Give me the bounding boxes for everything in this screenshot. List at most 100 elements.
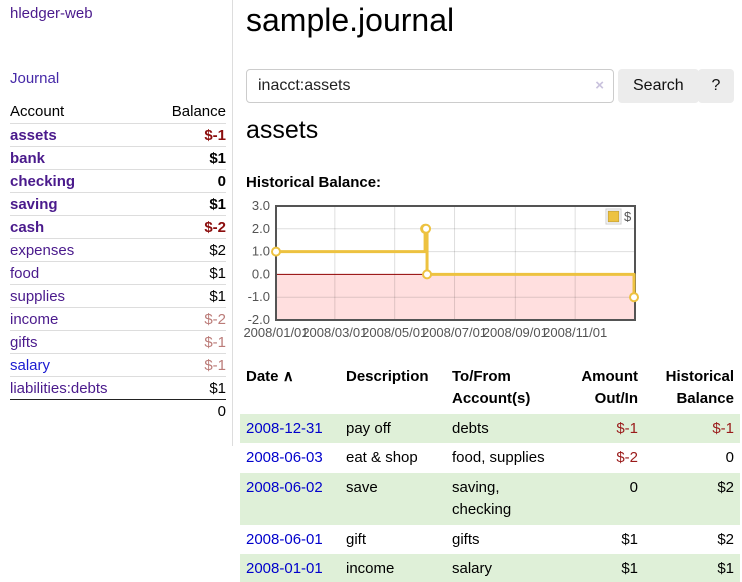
sidebar-item-journal[interactable]: Journal xyxy=(10,70,60,87)
account-link-saving[interactable]: saving xyxy=(10,196,58,213)
page-title: sample.journal xyxy=(246,2,455,38)
account-link-liabilities-debts[interactable]: liabilities:debts xyxy=(10,380,108,397)
svg-text:0.0: 0.0 xyxy=(252,266,270,281)
transaction-description: eat & shop xyxy=(346,449,418,467)
account-balance: $2 xyxy=(148,238,226,262)
register-col-balance: Historical Balance xyxy=(665,368,734,407)
sort-ascending-icon: ∧ xyxy=(282,368,294,385)
account-balance: $-2 xyxy=(148,307,226,331)
svg-text:2008/03/01: 2008/03/01 xyxy=(302,325,367,340)
transaction-description: gift xyxy=(346,530,367,548)
account-link-checking[interactable]: checking xyxy=(10,173,76,190)
transaction-accounts: salary xyxy=(452,560,493,578)
account-balance: $-2 xyxy=(148,215,226,239)
transaction-amount: $-2 xyxy=(616,449,638,467)
transaction-balance: $-1 xyxy=(712,419,734,437)
account-balance: $1 xyxy=(148,192,226,216)
account-row-bank: bank $1 xyxy=(10,146,226,170)
transaction-date-link[interactable]: 2008-12-31 xyxy=(246,419,323,437)
register-col-date[interactable]: Date ∧ xyxy=(240,362,340,414)
search-input[interactable] xyxy=(246,69,614,103)
transaction-balance: $2 xyxy=(717,479,734,496)
register-table: Date ∧ Description To/From Account(s) Am… xyxy=(240,362,740,582)
svg-text:2008/09/01: 2008/09/01 xyxy=(483,325,548,340)
transaction-amount: $1 xyxy=(621,530,638,548)
account-row-cash: cash $-2 xyxy=(10,215,226,239)
svg-text:1.0: 1.0 xyxy=(252,244,270,259)
register-col-description: Description xyxy=(346,368,429,385)
table-row: 2008-01-01 income salary $1 $1 xyxy=(240,554,740,582)
transaction-date-link[interactable]: 2008-06-03 xyxy=(246,449,323,467)
table-row: 2008-06-01 gift gifts $1 $2 xyxy=(240,525,740,555)
account-balance: $-1 xyxy=(148,353,226,377)
table-row: 2008-06-03 eat & shop food, supplies $-2… xyxy=(240,443,740,473)
brand-link[interactable]: hledger-web xyxy=(10,5,93,22)
transaction-balance: $2 xyxy=(717,530,734,548)
account-balance: 0 xyxy=(148,169,226,193)
transaction-balance: $1 xyxy=(717,560,734,578)
account-balance: $1 xyxy=(148,146,226,170)
sidebar: hledger-web Journal Account Balance asse… xyxy=(0,0,233,446)
account-row-gifts: gifts $-1 xyxy=(10,330,226,354)
transaction-balance: 0 xyxy=(725,449,734,467)
account-row-expenses: expenses $2 xyxy=(10,238,226,262)
transaction-date-link[interactable]: 2008-06-02 xyxy=(246,479,323,496)
svg-text:2008/05/01: 2008/05/01 xyxy=(362,325,427,340)
transaction-description: income xyxy=(346,560,395,578)
transaction-amount: $1 xyxy=(621,560,638,578)
svg-text:-2.0: -2.0 xyxy=(248,312,270,327)
transaction-accounts: debts xyxy=(452,419,489,437)
account-balance: $1 xyxy=(148,261,226,285)
account-link-supplies[interactable]: supplies xyxy=(10,288,66,305)
accounts-header-row: Account Balance xyxy=(10,100,226,124)
account-link-gifts[interactable]: gifts xyxy=(10,334,38,351)
account-balance: $-1 xyxy=(148,123,226,147)
register-col-amount: Amount Out/In xyxy=(581,368,638,407)
accounts-total-row: 0 xyxy=(10,399,226,422)
register-col-accounts: To/From Account(s) xyxy=(452,368,531,407)
account-link-expenses[interactable]: expenses xyxy=(10,242,75,259)
help-button[interactable]: ? xyxy=(698,69,734,103)
svg-text:3.0: 3.0 xyxy=(252,198,270,213)
account-link-bank[interactable]: bank xyxy=(10,150,46,167)
clear-search-icon[interactable]: × xyxy=(595,77,604,94)
account-row-saving: saving $1 xyxy=(10,192,226,216)
account-link-food[interactable]: food xyxy=(10,265,40,282)
accounts-total-balance: 0 xyxy=(148,399,226,422)
historical-balance-chart: 3.0 2.0 1.0 0.0 -1.0 -2.02008/01/012008/03/01… xyxy=(243,198,640,340)
transaction-date-link[interactable]: 2008-01-01 xyxy=(246,560,323,578)
account-row-food: food $1 xyxy=(10,261,226,285)
svg-text:$: $ xyxy=(624,209,632,224)
svg-text:2008/01/01: 2008/01/01 xyxy=(243,325,308,340)
account-row-income: income $-2 xyxy=(10,307,226,331)
account-link-income[interactable]: income xyxy=(10,311,59,328)
search-form: × xyxy=(246,69,614,103)
svg-text:-1.0: -1.0 xyxy=(248,289,270,304)
accounts-col-balance: Balance xyxy=(171,103,226,120)
account-link-assets[interactable]: assets xyxy=(10,127,57,144)
register-header-row: Date ∧ Description To/From Account(s) Am… xyxy=(240,362,740,414)
transaction-amount: 0 xyxy=(629,479,638,496)
svg-text:2008/11/01: 2008/11/01 xyxy=(543,325,607,340)
account-balance: $1 xyxy=(148,284,226,308)
transaction-amount: $-1 xyxy=(616,419,638,437)
accounts-tree: Account Balance assets $-1 bank $1 check… xyxy=(10,100,226,422)
account-row-liabilities-debts: liabilities:debts $1 xyxy=(10,376,226,400)
transaction-accounts: food, supplies xyxy=(452,449,545,467)
account-row-checking: checking 0 xyxy=(10,169,226,193)
account-balance: $-1 xyxy=(148,330,226,354)
account-link-cash[interactable]: cash xyxy=(10,219,45,236)
svg-text:2.0: 2.0 xyxy=(252,221,270,236)
transaction-description: save xyxy=(346,479,378,496)
account-link-salary[interactable]: salary xyxy=(10,357,51,374)
table-row: 2008-06-02 save saving, checking 0 $2 xyxy=(240,473,740,525)
search-button[interactable]: Search xyxy=(618,69,699,103)
svg-text:2008/07/01: 2008/07/01 xyxy=(422,325,487,340)
transaction-accounts: gifts xyxy=(452,530,480,548)
register-col-date-label: Date xyxy=(246,368,279,385)
table-row: 2008-12-31 pay off debts $-1 $-1 xyxy=(240,413,740,444)
chart-title: Historical Balance: xyxy=(246,174,382,191)
account-row-assets: assets $-1 xyxy=(10,123,226,147)
transaction-date-link[interactable]: 2008-06-01 xyxy=(246,530,323,548)
